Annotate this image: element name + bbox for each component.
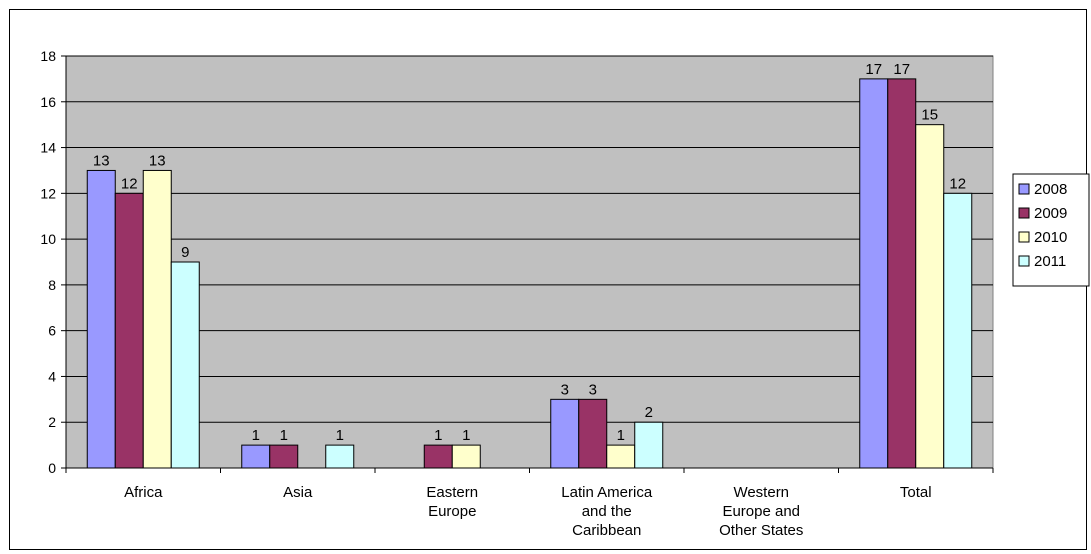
x-tick-label: Latin America — [561, 484, 653, 501]
bar-2011 — [634, 421, 664, 469]
x-tick-label: Western — [733, 484, 789, 501]
data-label: 1 — [617, 427, 625, 444]
legend-swatch — [1018, 255, 1030, 267]
y-tick-label: 14 — [40, 140, 56, 156]
bar-2008 — [859, 78, 889, 469]
data-label: 13 — [93, 152, 110, 169]
x-tick-label: Europe and — [722, 503, 800, 520]
legend-label: 2010 — [1034, 229, 1067, 246]
y-tick-label: 16 — [40, 94, 56, 110]
y-tick-label: 2 — [48, 414, 56, 430]
data-label: 1 — [280, 427, 288, 444]
bar-2010 — [915, 124, 945, 469]
y-tick-label: 10 — [40, 231, 56, 247]
bar-2009 — [114, 192, 144, 469]
data-label: 3 — [561, 381, 569, 398]
data-label: 1 — [434, 427, 442, 444]
x-tick-label: Other States — [719, 522, 803, 539]
legend-swatch — [1018, 207, 1030, 219]
y-tick-label: 6 — [48, 323, 56, 339]
data-label: 2 — [645, 404, 653, 421]
x-tick-label: Caribbean — [572, 522, 641, 539]
x-tick-label: Europe — [428, 503, 476, 520]
y-tick-label: 4 — [48, 368, 56, 384]
bar-2011 — [170, 261, 200, 469]
legend-label: 2009 — [1034, 205, 1067, 222]
data-label: 3 — [589, 381, 597, 398]
bar-2009 — [269, 444, 299, 469]
bar-2010 — [606, 444, 636, 469]
legend-swatch — [1018, 183, 1030, 195]
data-label: 1 — [252, 427, 260, 444]
y-tick-label: 8 — [48, 277, 56, 293]
bar-2009 — [423, 444, 453, 469]
y-tick-label: 0 — [48, 460, 56, 476]
bar-2009 — [887, 78, 917, 469]
bar-2011 — [943, 192, 973, 469]
data-label: 1 — [462, 427, 470, 444]
data-label: 15 — [921, 107, 938, 124]
data-label: 12 — [121, 175, 138, 192]
x-tick-label: Asia — [283, 484, 313, 501]
bar-2008 — [241, 444, 271, 469]
bar-2011 — [325, 444, 355, 469]
data-label: 13 — [149, 152, 166, 169]
x-tick-label: Eastern — [426, 484, 478, 501]
data-label: 17 — [865, 61, 882, 78]
data-label: 12 — [949, 175, 966, 192]
plot-area — [65, 55, 994, 469]
bar-2010 — [451, 444, 481, 469]
legend-label: 2011 — [1034, 253, 1066, 270]
data-label: 9 — [181, 244, 189, 261]
data-label: 17 — [893, 61, 910, 78]
x-tick-label: and the — [582, 503, 632, 520]
bar-2010 — [142, 169, 172, 469]
x-tick-label: Total — [900, 484, 932, 501]
y-tick-label: 12 — [40, 185, 56, 201]
bar-2008 — [550, 398, 580, 469]
x-tick-label: Africa — [124, 484, 163, 501]
legend-label: 2008 — [1034, 181, 1067, 198]
legend-swatch — [1018, 231, 1030, 243]
bar-2008 — [86, 169, 116, 469]
bar-2009 — [578, 398, 608, 469]
y-tick-label: 18 — [40, 48, 56, 64]
data-label: 1 — [336, 427, 344, 444]
